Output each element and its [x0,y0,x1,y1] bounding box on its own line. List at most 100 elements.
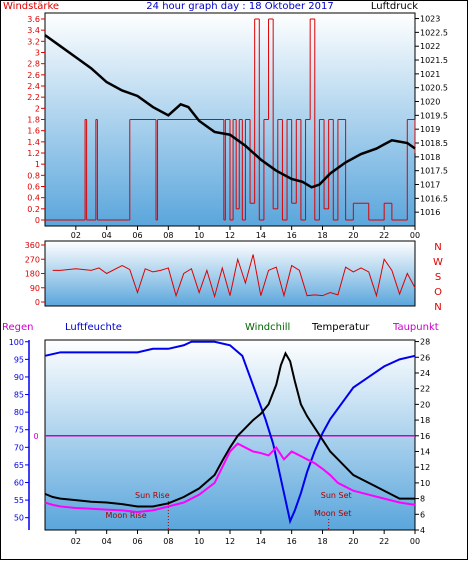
chart-title: 24 hour graph day : 18 Oktober 2017 [146,1,333,12]
pressure-tick-label: 1020.5 [420,84,448,93]
wind-tick-label: 1.6 [27,127,40,136]
series-line-taupunkt [44,442,416,513]
temperature-tick-label: 12 [420,463,430,472]
hour-tick-label: 22 [379,537,389,546]
wind-tick-label: 0.6 [27,183,40,192]
compass-label: O [434,287,442,298]
pressure-tick-label: 1017 [420,181,440,190]
hour-tick-label: 04 [102,231,112,240]
pressure-line [44,34,416,189]
pressure-tick-label: 1020 [420,98,440,107]
hour-tick-label: 00 [410,537,420,546]
pressure-tick-label: 1016 [420,208,440,217]
pressure-axis-label: Luftdruck [371,1,418,12]
pressure-tick-label: 1022 [420,42,440,51]
humidity-tick-label: 80 [14,408,24,417]
luftfeuchte-label: Luftfeuchte [65,322,122,333]
humidity-tick-label: 90 [14,373,24,382]
hour-tick-label: 06 [132,231,142,240]
temperature-tick-label: 28 [420,338,430,347]
temperature-tick-label: 22 [420,385,430,394]
hour-tick-label: 20 [348,537,358,546]
temperature-tick-label: 10 [420,479,430,488]
series-line-luftfeuchte [44,340,416,525]
wind-tick-label: 0 [35,216,40,225]
wind-tick-label: 3.2 [27,37,40,46]
compass-label: S [435,272,441,283]
compass-label: W [433,257,443,268]
humidity-tick-label: 55 [14,496,24,505]
pressure-tick-label: 1018.5 [420,139,448,148]
wind-tick-label: 1.2 [27,149,40,158]
wind-direction-plot-area [44,240,416,307]
wind-tick-label: 3.4 [27,26,40,35]
humidity-tick-label: 50 [14,514,24,523]
event-label: Moon Rise [106,511,147,520]
pressure-tick-label: 1021 [420,70,440,79]
temperature-tick-label: 8 [420,495,425,504]
wind-tick-label: 0.8 [27,171,40,180]
hour-tick-label: 16 [287,537,297,546]
hour-tick-label: 08 [163,231,173,240]
compass-label: N [434,302,441,313]
pressure-tick-label: 1019 [420,125,440,134]
wind-tick-label: 2.8 [27,60,40,69]
direction-tick-label: 90 [30,284,40,293]
temperature-tick-label: 18 [420,416,430,425]
wind-tick-label: 3 [35,49,40,58]
hour-tick-label: 22 [379,231,389,240]
wind-axis-label: Windstärke [3,1,59,12]
windchill-label: Windchill [245,322,290,333]
hour-tick-label: 02 [71,537,81,546]
temperature-tick-label: 24 [420,369,430,378]
direction-tick-label: 360 [25,241,40,250]
temperature-tick-label: 16 [420,432,430,441]
hour-tick-label: 02 [71,231,81,240]
taupunkt-label: Taupunkt [392,322,439,333]
hour-tick-label: 18 [317,231,327,240]
hour-tick-label: 14 [256,537,266,546]
pressure-tick-label: 1018 [420,153,440,162]
humidity-tick-label: 70 [14,443,24,452]
hour-tick-label: 18 [317,537,327,546]
wind-tick-label: 1.4 [27,138,40,147]
pressure-tick-label: 1021.5 [420,56,448,65]
wind-tick-label: 2.2 [27,93,40,102]
event-label: Moon Set [314,509,351,518]
event-label: Sun Rise [135,491,170,500]
pressure-tick-label: 1017.5 [420,167,448,176]
hour-tick-label: 12 [225,537,235,546]
hour-tick-label: 14 [256,231,266,240]
compass-label: N [434,242,441,253]
humidity-tick-label: 95 [14,355,24,364]
wind-tick-label: 1 [35,160,40,169]
pressure-tick-label: 1022.5 [420,28,448,37]
temperature-tick-label: 4 [420,526,425,535]
hour-tick-label: 10 [194,231,204,240]
hour-tick-label: 00 [410,231,420,240]
direction-tick-label: 270 [25,255,40,264]
hour-tick-label: 06 [132,537,142,546]
wind-tick-label: 0.2 [27,205,40,214]
humidity-tick-label: 60 [14,479,24,488]
pressure-tick-label: 1016.5 [420,194,448,203]
wind-tick-label: 3.6 [27,15,40,24]
temperature-tick-label: 6 [420,510,425,519]
hour-tick-label: 20 [348,231,358,240]
direction-tick-label: 0 [35,298,40,307]
wind-tick-label: 2.6 [27,71,40,80]
regen-tick-label: 0 [33,432,38,441]
temperatur-label: Temperatur [311,322,370,333]
event-label: Sun Set [321,491,352,500]
temp-humidity-plot-area [44,339,416,531]
pressure-tick-label: 1019.5 [420,111,448,120]
wind-tick-label: 0.4 [27,194,40,203]
regen-label: Regen [2,322,34,333]
temperature-tick-label: 26 [420,353,430,362]
humidity-tick-label: 65 [14,461,24,470]
direction-tick-label: 180 [25,270,40,279]
series-line-temperatur [44,351,415,508]
hour-tick-label: 10 [194,537,204,546]
wind-tick-label: 2 [35,104,40,113]
wind-tick-label: 1.8 [27,116,40,125]
